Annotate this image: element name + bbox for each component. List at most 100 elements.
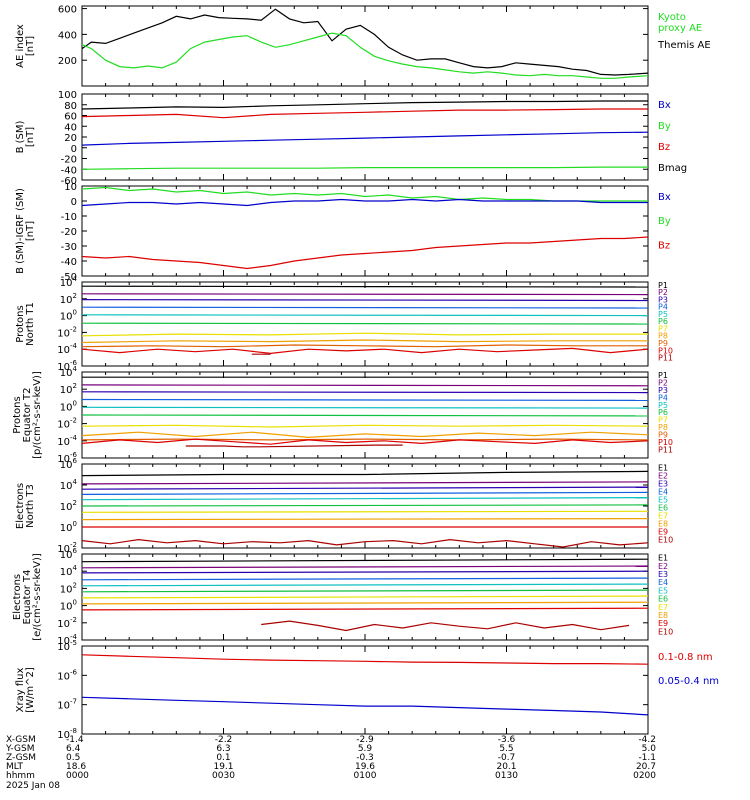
series-e2 [81,565,649,569]
footer-value: 19.1 [213,762,233,772]
legend-entry: E5 [658,586,668,595]
footer-value: 0100 [354,771,377,781]
legend-entry: E6 [658,503,668,512]
legend-entry: P2 [658,378,668,387]
series-bz [81,108,648,119]
series-p5 [81,406,649,409]
series-e2 [81,481,649,485]
legend-entry: E10 [658,627,673,636]
series-e4 [81,491,649,495]
legend-entry: P4 [658,393,668,402]
panel-frame [81,645,649,735]
y-tick-label: -30 [61,242,77,253]
y-tick-label: 104 [60,478,78,492]
legend-entry: E8 [658,611,668,620]
y-tick-label: 106 [60,547,78,561]
footer-value: 19.6 [355,762,375,772]
y-tick-label: 20 [64,133,77,144]
series-e5 [81,583,649,587]
series-bmag [81,100,648,110]
legend-entry: E1 [658,554,668,563]
footer-value: 5.5 [499,744,513,754]
legend-entry: 0.1-0.8 nm [658,652,713,663]
footer-value: 6.3 [216,744,230,754]
legend-entry: E4 [658,578,668,587]
legend-entry: P1 [658,281,668,290]
y-tick-label: 200 [58,56,77,67]
footer-value: -0.7 [498,753,516,763]
series-p9 [81,438,649,441]
series-p9 [81,344,648,348]
y-axis-label: [nT] [25,127,36,147]
legend-entry: P8 [658,423,668,432]
series-p3 [81,391,649,394]
series-0-1-0-8-nm [81,654,649,665]
legend-entry: Bmag [658,163,687,174]
legend-entry: P3 [658,295,668,304]
legend-entry: E7 [658,511,668,520]
footer-value: -1.4 [66,735,84,745]
legend-entry: E1 [658,463,668,472]
y-tick-label: 10-8 [57,727,77,741]
legend-entry: E6 [658,595,668,604]
footer-value: -3.6 [498,735,516,745]
legend-entry: Bx [658,192,671,203]
y-axis-label: Electrons [12,574,23,620]
legend-entry: E5 [658,495,668,504]
footer-value: 0.5 [66,753,80,763]
legend-entry: P6 [658,408,668,417]
series-p10 [81,438,649,445]
series-e1 [81,470,649,477]
y-tick-label: 10-2 [57,616,77,630]
y-tick-label: 102 [60,499,77,513]
series-p5 [81,314,649,317]
footer-value: 5.0 [642,744,657,754]
series-e3 [81,486,649,490]
footer-value: 5.9 [358,744,373,754]
series-p7 [81,332,648,337]
y-tick-label: 10-6 [57,451,77,465]
y-tick-label: 80 [64,101,77,112]
footer-row-label: hhmm [6,771,35,781]
series-e8 [81,601,649,605]
series-bz [81,236,649,270]
series-e10 [81,538,649,548]
y-tick-label: -60 [61,176,77,187]
y-axis-label: North T3 [25,484,36,528]
panel-frame [81,185,649,277]
legend-entry: By [658,121,671,132]
legend-entry: E8 [658,519,668,528]
legend-entry: E2 [658,471,668,480]
y-axis-label: AE index [15,24,26,68]
series-e10 [261,620,630,632]
series-p4 [81,306,649,309]
legend-entry: P11 [658,446,673,455]
y-tick-label: 0 [71,197,77,208]
legend-entry: P1 [658,371,668,380]
legend-entry: P10 [658,346,673,355]
series-e6 [81,589,649,593]
y-tick-label: 10-2 [57,325,77,339]
y-tick-label: 10-6 [57,359,77,373]
y-axis-label: [nT] [25,36,36,56]
series-e6 [81,504,649,507]
series-e7 [81,510,649,513]
y-tick-label: 102 [60,382,77,396]
panel-pnt1: 10-6 10-4 10-2 100 102 104 Protons North T1 P1P2… [15,275,673,373]
legend-entry: P8 [658,332,668,341]
legend-entry: P7 [658,416,668,425]
footer-row-label: 2025 Jan 08 [6,781,60,791]
legend-entry: E4 [658,487,668,496]
y-axis-label: Protons [12,396,23,433]
y-tick-label: 102 [60,581,77,595]
legend-entry: P9 [658,431,668,440]
legend-entry: P6 [658,317,668,326]
legend-entry: E9 [658,619,668,628]
series-themis-ae [81,8,649,76]
y-axis-label: [p/(cm²-s-sr-keV)] [32,371,43,459]
legend-entry: 0.05-0.4 nm [658,676,719,687]
footer-value: -4.2 [638,735,656,745]
